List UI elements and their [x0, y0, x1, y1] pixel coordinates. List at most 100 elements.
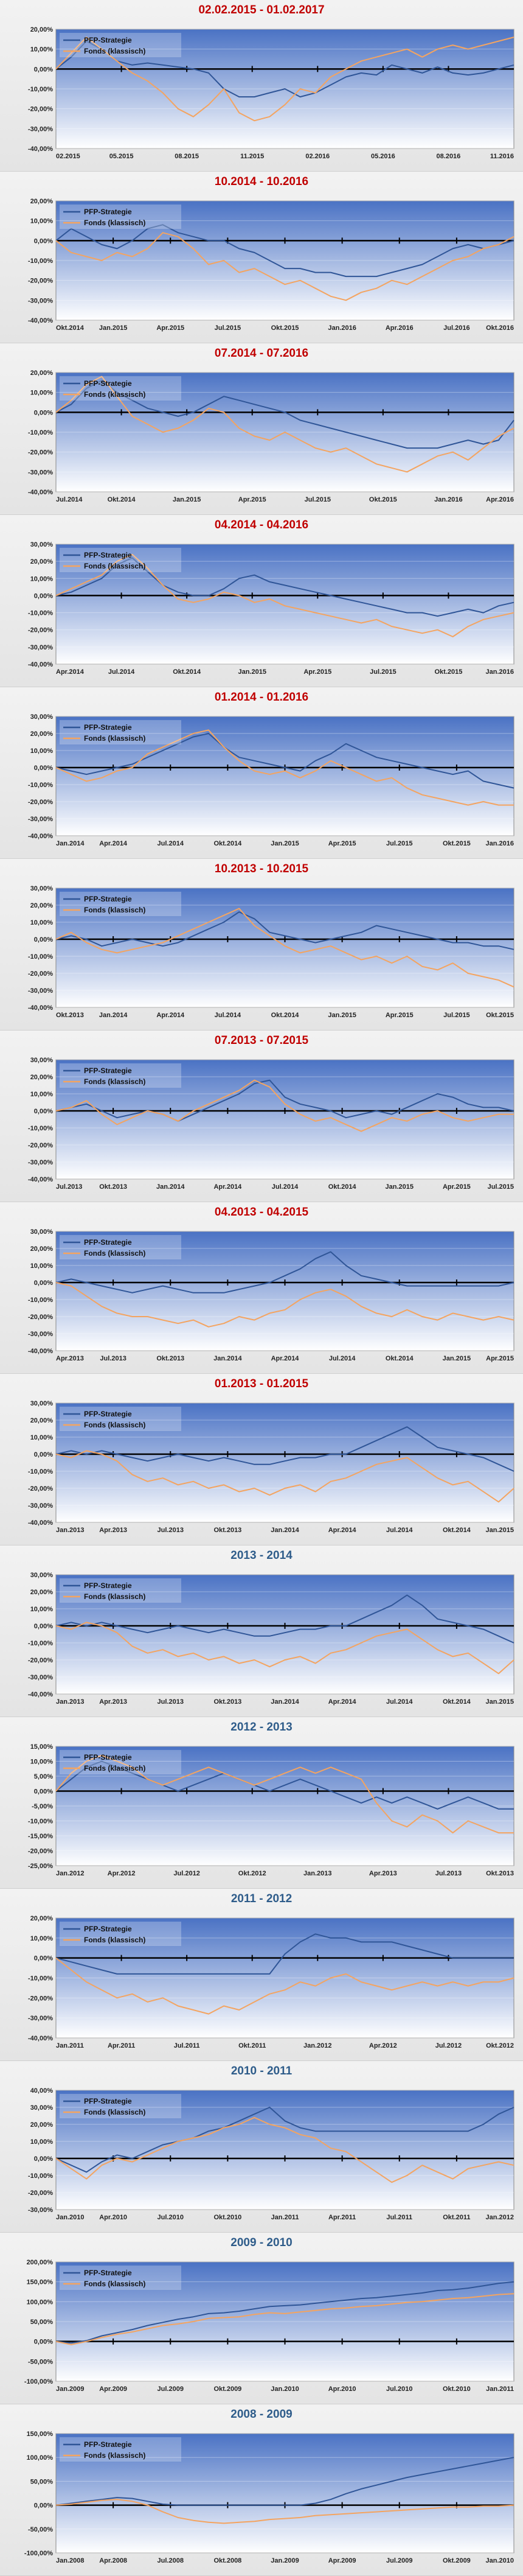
series-line-pfp-strategie — [55, 1079, 514, 1122]
y-tick-label: 10,00% — [30, 1935, 54, 1942]
y-tick-label: -20,00% — [28, 278, 53, 285]
legend — [60, 892, 181, 916]
x-tick-label: Jul.2014 — [56, 496, 83, 503]
x-tick-label: Jan.2013 — [303, 1870, 331, 1877]
legend-label: Fonds (klassisch) — [84, 562, 145, 570]
x-tick-label: 05.2015 — [109, 153, 134, 160]
y-tick-label: -10,00% — [28, 1297, 53, 1304]
line-chart: 30,00% 20,00% 10,00% 0,00% -10,00% -20,00% -30… — [28, 541, 514, 676]
series-line-pfp-strategie — [55, 1933, 514, 1975]
y-tick-label: 10,00% — [30, 218, 54, 225]
y-tick-label: 20,00% — [30, 1915, 54, 1922]
series-line-pfp-strategie — [55, 2457, 514, 2506]
x-tick-label: Okt.2012 — [238, 1870, 266, 1877]
series-line-pfp-strategie — [55, 557, 514, 617]
legend-label: PFP-Strategie — [84, 2269, 132, 2277]
series-line-fonds-klassisch — [55, 553, 514, 637]
x-tick-label: Okt.2015 — [271, 324, 299, 332]
y-tick-label: -25,00% — [28, 1863, 53, 1870]
plot-area — [55, 2090, 514, 2210]
y-tick-label: 30,00% — [30, 1228, 54, 1236]
y-tick-label: 20,00% — [30, 369, 54, 377]
x-tick-label: Okt.2015 — [486, 1012, 514, 1019]
y-tick-label: -40,00% — [28, 1004, 53, 1012]
x-tick-label: Jul.2013 — [158, 1527, 184, 1534]
x-tick-label: Okt.2010 — [213, 2214, 241, 2221]
x-tick-label: Jul.2013 — [158, 1698, 184, 1706]
x-tick-label: Okt.2013 — [213, 1698, 241, 1706]
x-tick-label: Jul.2011 — [386, 2214, 412, 2221]
x-tick-label: Apr.2015 — [303, 668, 331, 676]
y-tick-label: 20,00% — [30, 902, 54, 909]
y-tick-label: 100,00% — [27, 2454, 54, 2462]
legend-label: Fonds (klassisch) — [84, 1764, 145, 1773]
y-tick-label: -30,00% — [28, 987, 53, 995]
x-tick-label: Apr.2015 — [156, 324, 184, 332]
y-tick-label: -20,00% — [28, 1657, 53, 1664]
chart-title: 07.2014 - 07.2016 — [214, 347, 309, 360]
series-line-pfp-strategie — [55, 911, 514, 950]
chart-panel: 2011 - 2012 20,00% 10,00% 0,00% -10,00% -20,0… — [0, 1889, 523, 2061]
y-tick-label: 10,00% — [30, 46, 54, 54]
x-tick-label: Jul.2010 — [158, 2214, 184, 2221]
y-tick-label: -20,00% — [28, 627, 53, 634]
legend-label: Fonds (klassisch) — [84, 390, 145, 399]
plot-area — [55, 2433, 514, 2553]
x-tick-label: Jan.2012 — [56, 1870, 84, 1877]
plot-area — [55, 887, 514, 1008]
y-tick-label: -40,00% — [28, 1176, 53, 1183]
x-tick-label: Apr.2014 — [56, 668, 85, 676]
legend-label: PFP-Strategie — [84, 36, 132, 44]
y-tick-label: 100,00% — [27, 2298, 54, 2306]
y-tick-label: -20,00% — [28, 1485, 53, 1493]
x-tick-label: Apr.2014 — [156, 1012, 185, 1019]
legend-label: Fonds (klassisch) — [84, 2280, 145, 2288]
x-tick-label: 05.2016 — [371, 153, 395, 160]
y-tick-label: 20,00% — [30, 1245, 54, 1253]
x-tick-label: Jul.2015 — [488, 1183, 514, 1191]
chart-title: 07.2013 - 07.2015 — [214, 1034, 309, 1047]
x-tick-label: Jan.2016 — [486, 668, 514, 676]
plot-area — [55, 1231, 514, 1351]
line-chart: 40,00% 30,00% 20,00% 10,00% 0,00% -10,00% -20,… — [28, 2087, 514, 2221]
x-tick-label: Okt.2014 — [386, 1355, 414, 1362]
legend-label: Fonds (klassisch) — [84, 734, 145, 743]
x-tick-label: Apr.2014 — [328, 1527, 357, 1534]
legend-label: PFP-Strategie — [84, 1925, 132, 1933]
x-tick-label: Jan.2016 — [434, 496, 462, 503]
x-tick-label: Okt.2008 — [213, 2557, 241, 2564]
line-chart: 20,00% 10,00% 0,00% -10,00% -20,00% -30,00% -4… — [28, 1915, 514, 2049]
x-tick-label: Jan.2015 — [486, 1698, 514, 1706]
plot-area — [55, 716, 514, 836]
x-tick-label: Apr.2010 — [99, 2214, 127, 2221]
chart-title: 10.2013 - 10.2015 — [214, 863, 309, 875]
x-tick-label: Jan.2011 — [56, 2042, 84, 2049]
x-tick-label: Apr.2015 — [238, 496, 266, 503]
x-tick-label: Okt.2016 — [486, 324, 514, 332]
series-line-pfp-strategie — [55, 380, 514, 449]
x-tick-label: Apr.2013 — [99, 1527, 127, 1534]
y-tick-label: 20,00% — [30, 1074, 54, 1081]
x-tick-label: Apr.2014 — [99, 840, 128, 847]
y-tick-label: 0,00% — [34, 2339, 53, 2346]
x-tick-label: Jul.2015 — [305, 496, 331, 503]
x-tick-label: Jan.2015 — [99, 324, 127, 332]
legend-label: Fonds (klassisch) — [84, 906, 145, 914]
chart-panel: 2009 - 2010 200,00% 150,00% 100,00% 50,00% 0,… — [0, 2233, 523, 2404]
y-tick-label: 20,00% — [30, 2121, 54, 2129]
y-tick-label: 50,00% — [30, 2319, 54, 2326]
x-tick-label: Jul.2014 — [386, 1698, 413, 1706]
legend-label: PFP-Strategie — [84, 1581, 132, 1590]
legend-label: Fonds (klassisch) — [84, 1592, 145, 1601]
y-tick-label: -10,00% — [28, 1125, 53, 1132]
x-tick-label: Jan.2014 — [56, 840, 85, 847]
chart-title: 2012 - 2013 — [230, 1721, 293, 1734]
line-chart: 30,00% 20,00% 10,00% 0,00% -10,00% -20,00% -30… — [28, 1400, 514, 1534]
x-tick-label: Jan.2015 — [238, 668, 266, 676]
x-tick-label: Jul.2014 — [158, 840, 184, 847]
y-tick-label: 50,00% — [30, 2478, 54, 2485]
y-tick-label: -20,00% — [28, 1314, 53, 1321]
x-tick-label: Jan.2012 — [486, 2214, 514, 2221]
legend-label: PFP-Strategie — [84, 379, 132, 388]
plot-area — [55, 544, 514, 665]
